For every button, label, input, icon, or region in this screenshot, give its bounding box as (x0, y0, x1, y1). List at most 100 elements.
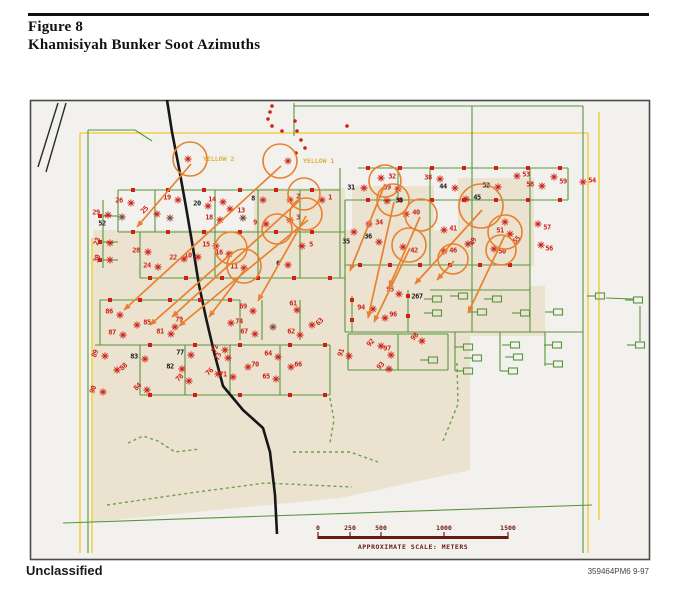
bunker-number: 92 (365, 337, 376, 348)
scale-caption: APPROXIMATE SCALE: METERS (358, 543, 468, 551)
bunker-number: 63 (314, 316, 325, 327)
dashed-path (127, 435, 201, 453)
bunker-number: 73 (213, 352, 223, 362)
red-square-marker (138, 298, 142, 302)
red-square-marker (526, 198, 530, 202)
soot-circle (287, 177, 321, 211)
bunker-number: 22 (169, 253, 177, 261)
bunker-number: 65 (262, 372, 270, 380)
bunker-number: 1 (328, 193, 332, 201)
azimuth-arrow (349, 183, 386, 272)
red-square-marker (310, 230, 314, 234)
bunker-symbol (274, 353, 282, 361)
bunker-number: 57 (543, 223, 551, 231)
scale-bar-line (318, 536, 508, 539)
bunker-number: 41 (449, 224, 457, 232)
bunker-symbol (506, 230, 514, 238)
dashed-path (442, 362, 459, 442)
bunker-symbol (259, 196, 267, 204)
red-square-marker (238, 343, 242, 347)
soot-circle (485, 234, 517, 266)
bunker-number: 36 (364, 232, 372, 240)
building-symbol (509, 341, 521, 349)
bunker-number: 51 (496, 226, 504, 234)
red-square-marker (494, 166, 498, 170)
soot-circle (458, 183, 504, 229)
bunker-symbol (513, 172, 521, 180)
bunker-symbol (204, 202, 212, 210)
bunker-symbol (464, 240, 472, 248)
red-dot (280, 129, 284, 133)
red-square-marker (256, 276, 260, 280)
bunker-number: 83 (130, 352, 138, 360)
red-square-marker (198, 298, 202, 302)
red-square-marker (148, 393, 152, 397)
bunker-number: 13 (237, 206, 245, 214)
red-square-marker (238, 393, 242, 397)
bunker-number: 49 (468, 237, 478, 247)
bunker-number: 76 (204, 366, 215, 377)
bunker-number: 44 (439, 182, 447, 190)
dashed-path (106, 482, 353, 506)
bunker-number: 79 (175, 315, 183, 323)
red-square-marker (398, 166, 402, 170)
bunker-number: 38 (424, 173, 432, 181)
red-dot (295, 129, 299, 133)
bunker-number: 46 (449, 246, 457, 254)
bunker-symbol (141, 355, 149, 363)
building-symbol (594, 292, 606, 300)
bunker-symbol (272, 375, 280, 383)
soot-circle (262, 143, 298, 179)
red-square-marker (494, 198, 498, 202)
bunker-symbol (226, 205, 234, 213)
azimuth-arrow (414, 209, 483, 285)
red-square-marker (131, 230, 135, 234)
red-square-marker (220, 276, 224, 280)
bunker-symbol (360, 184, 368, 192)
bunker-symbol (345, 352, 353, 360)
green-structure-line (62, 504, 593, 524)
bunker-number: 2 (296, 192, 300, 200)
azimuth-arrow (136, 163, 192, 228)
soot-circle (368, 164, 402, 198)
azimuth-arrow (436, 260, 455, 281)
bunker-number: 35 (342, 237, 350, 245)
red-dot (345, 124, 349, 128)
bunker-symbol (537, 241, 545, 249)
bunker-symbol (227, 319, 235, 327)
bunker-number: 33 (395, 196, 403, 204)
bunker-symbol (284, 261, 292, 269)
red-square-marker (131, 188, 135, 192)
bunker-number: 87 (108, 328, 116, 336)
bunker-number: 81 (156, 327, 164, 335)
soot-circle (404, 198, 438, 232)
bunker-number: 61 (289, 299, 297, 307)
azimuth-arrow (388, 216, 421, 288)
red-square-marker (398, 198, 402, 202)
bunker-symbol (296, 331, 304, 339)
red-square-marker (166, 230, 170, 234)
bunker-number: 67 (240, 327, 248, 335)
bunker-number: 32 (388, 172, 396, 180)
red-square-marker (193, 393, 197, 397)
soot-circle (289, 197, 323, 231)
bunker-symbol (395, 290, 403, 298)
azimuth-arrow (467, 234, 506, 314)
bunker-number: 88 (118, 361, 129, 372)
bunker-symbol (350, 228, 358, 236)
figure-number: Figure 8 (28, 19, 84, 35)
bunker-number: 77 (176, 348, 184, 356)
red-square-marker (238, 188, 242, 192)
red-square-marker (358, 263, 362, 267)
bunker-symbol (418, 337, 426, 345)
bunker-number: 5 (309, 240, 313, 248)
bunker-number: 18 (205, 213, 213, 221)
bunker-number: 24 (143, 261, 151, 269)
building-symbol (552, 360, 564, 368)
dark-star-symbol (166, 214, 174, 222)
red-square-marker (526, 166, 530, 170)
bunker-number: 78 (174, 372, 185, 383)
bunker-number: 19 (163, 193, 171, 201)
building-symbol (634, 341, 646, 349)
